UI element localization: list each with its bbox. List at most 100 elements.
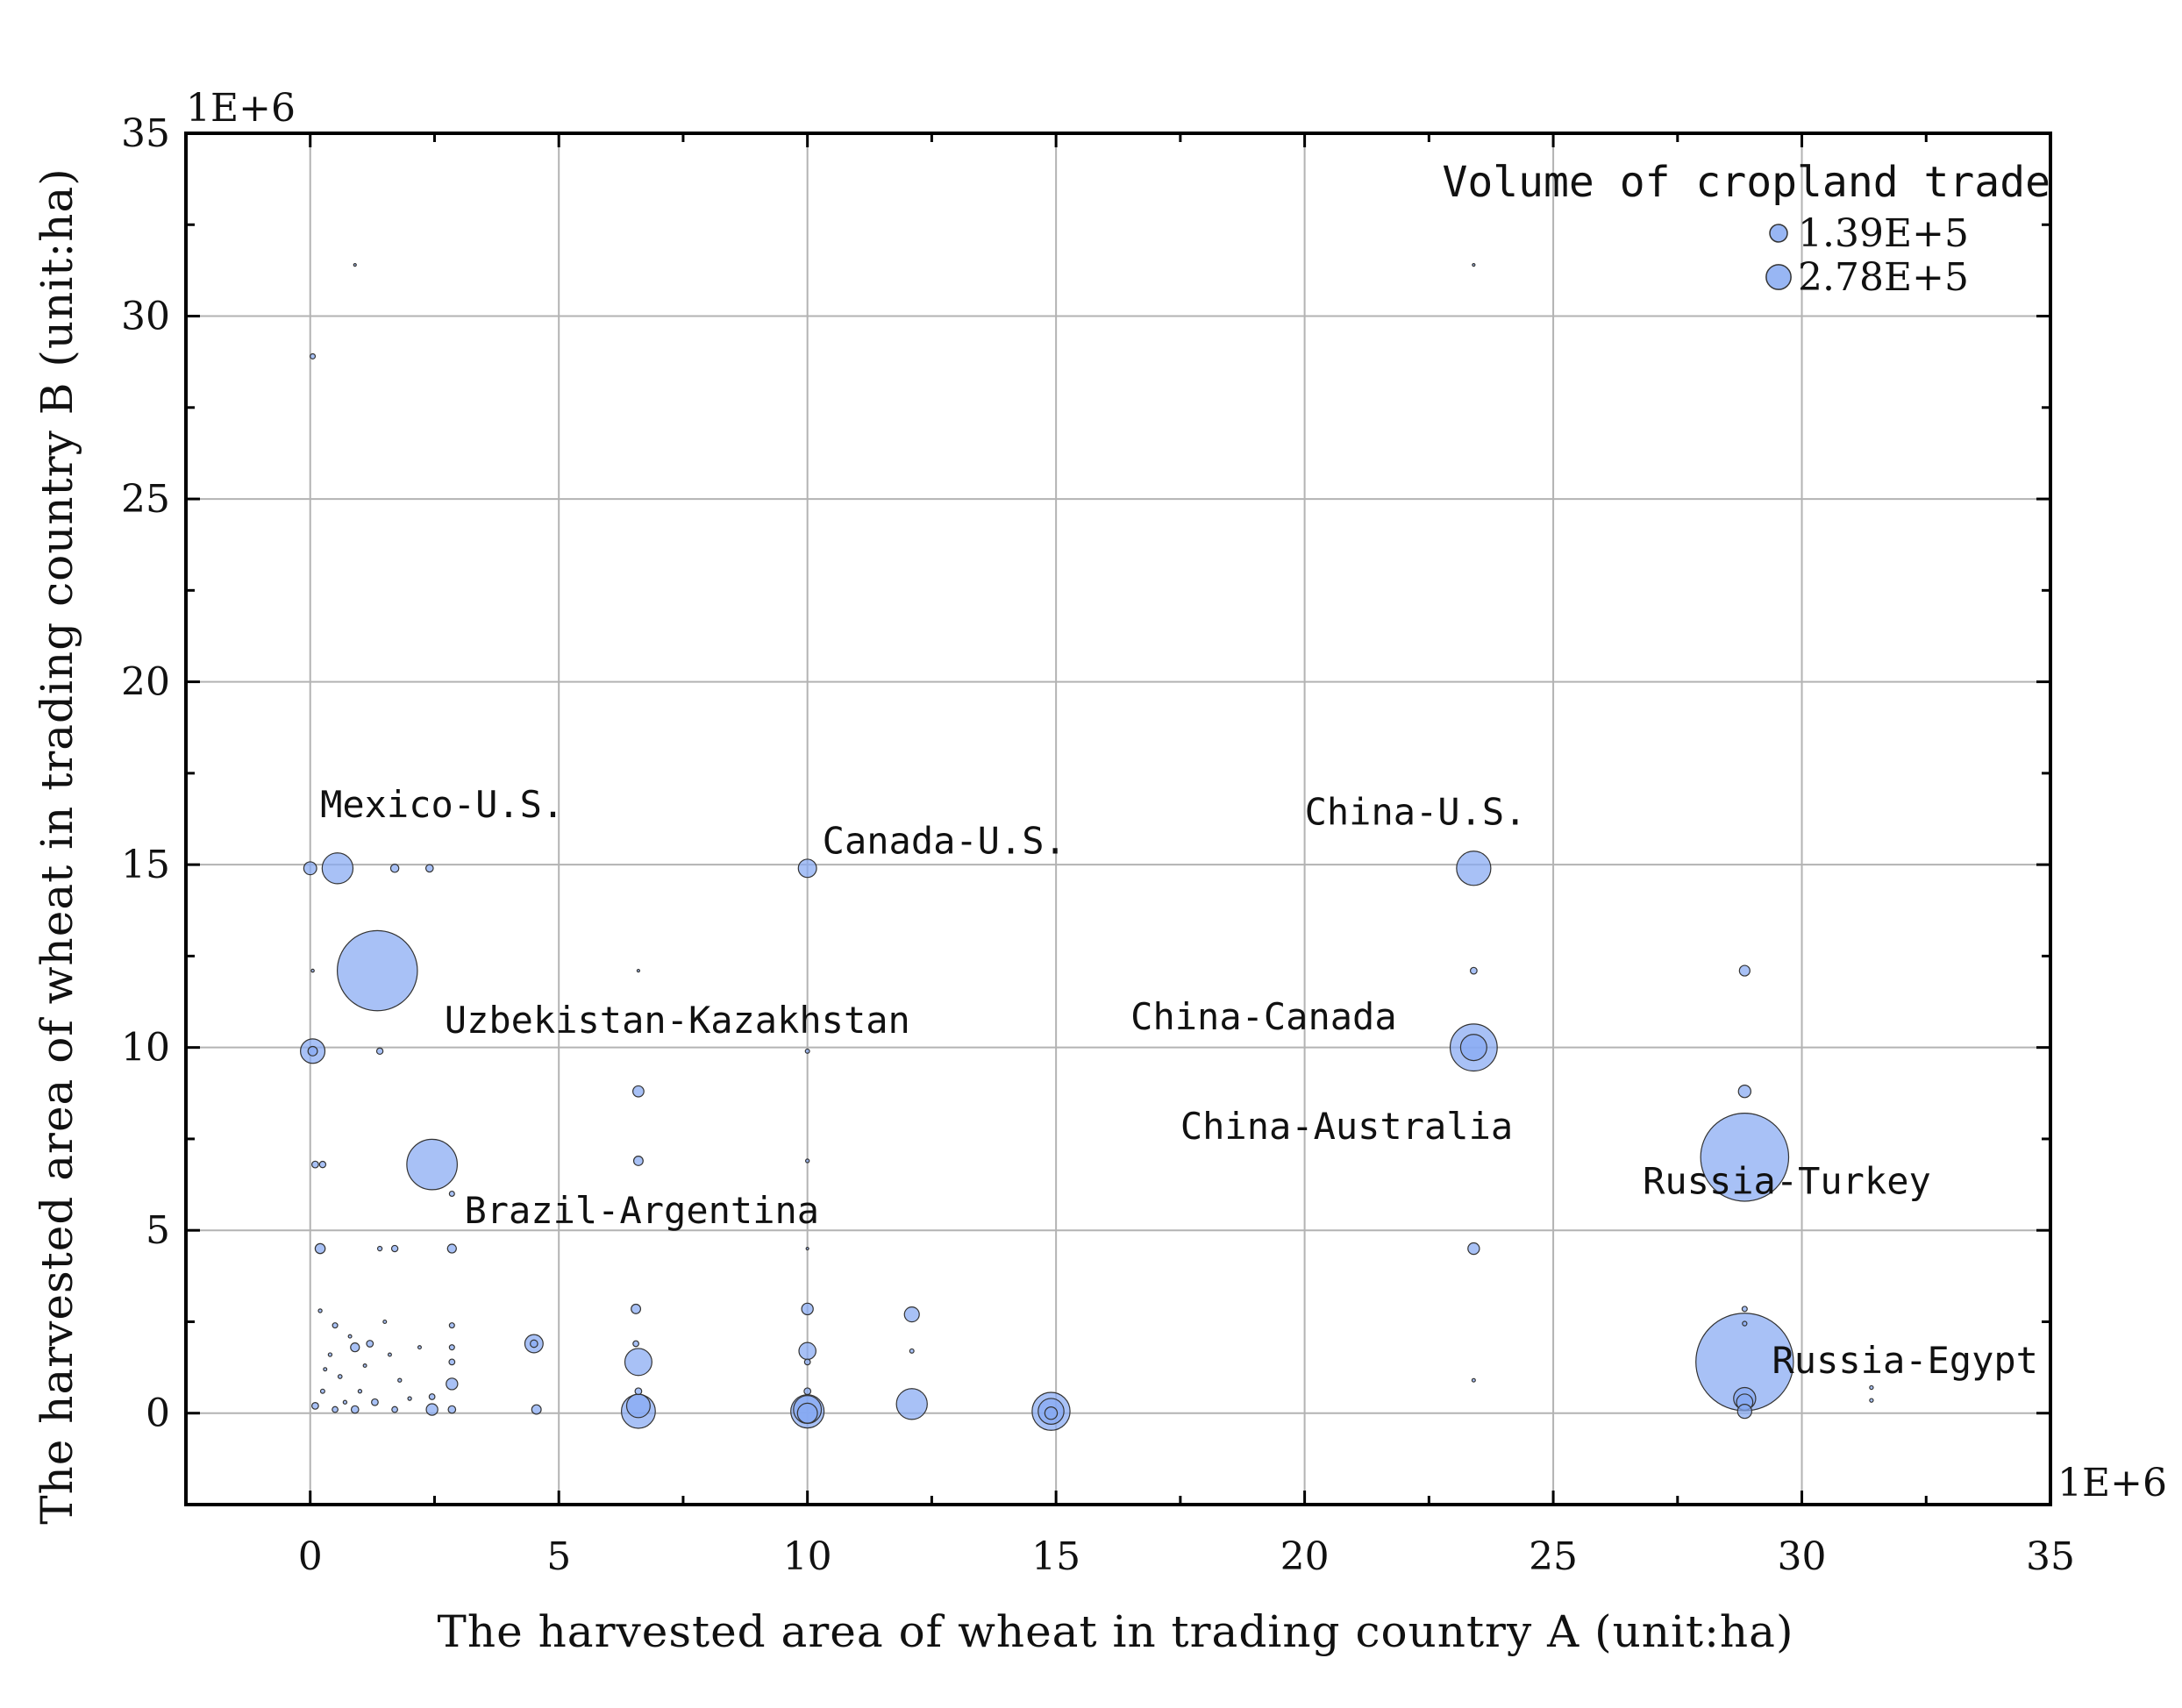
x-tick-label: 35 [2026, 1534, 2075, 1579]
bubble-point [332, 1406, 339, 1413]
bubble-point [303, 861, 317, 876]
x-tick-label: 0 [298, 1534, 323, 1579]
bubble-point [366, 1340, 374, 1348]
bubble-point [804, 1158, 810, 1164]
axis-ticks [184, 132, 2052, 1506]
gridlines [186, 132, 2051, 1505]
bubble-point [1044, 1406, 1059, 1420]
bubble-point [636, 968, 641, 973]
pair-label: Russia-Turkey [1643, 1159, 1931, 1202]
bubble-point [319, 1388, 325, 1394]
bubble-point [634, 1387, 643, 1396]
bubble-point [425, 1403, 439, 1416]
bubble-point [446, 1377, 459, 1391]
bubble-point [337, 1374, 343, 1379]
bubble-point [1471, 1377, 1476, 1383]
bubble-point [624, 1348, 652, 1377]
bubble-point [803, 1387, 812, 1396]
bubble-point [357, 1389, 363, 1394]
bubble-point [389, 864, 400, 873]
y-tick-label: 10 [121, 1026, 170, 1071]
bubble-point [632, 1085, 645, 1098]
bubble-point [375, 1047, 384, 1056]
bubble-point [909, 1348, 915, 1354]
bubble-point [407, 1396, 412, 1401]
bubble-point [632, 1155, 644, 1166]
x-tick-label: 25 [1529, 1534, 1578, 1579]
legend: Volume of cropland trade 1.39E+52.78E+5 [1442, 158, 2050, 300]
bubble-point [1467, 1242, 1480, 1256]
annotations: Mexico-U.S. Canada-U.S. China-U.S. Uzbekist… [320, 783, 2038, 1382]
pair-label: Uzbekistan-Kazakhstan [445, 999, 910, 1042]
bubble-point [336, 929, 418, 1012]
bubble-point [801, 1302, 814, 1316]
bubble-point [797, 858, 817, 879]
bubble-point [530, 1339, 538, 1349]
y-multiplier: 1E+6 [186, 86, 296, 131]
bubble-point [805, 1246, 809, 1251]
x-axis-title: The harvested area of wheat in trading c… [438, 1606, 1794, 1657]
y-tick-label: 25 [121, 477, 170, 522]
bubble-point [321, 852, 354, 885]
bubble-point [1737, 1085, 1752, 1099]
bubble-point [1456, 850, 1492, 886]
bubble-point [448, 1344, 455, 1351]
bubble-point [798, 1341, 816, 1361]
bubble-point [1469, 966, 1478, 975]
bubble-point [903, 1306, 920, 1323]
bubble-point [350, 1405, 360, 1414]
bubble-point [1472, 263, 1476, 267]
bubble-point [310, 352, 317, 359]
bubble-point [311, 1160, 319, 1169]
bubble-point [323, 1367, 328, 1372]
bubble-point [625, 1393, 651, 1419]
legend-title: Volume of cropland trade [1442, 158, 2050, 207]
bubble-point [1742, 1320, 1748, 1327]
pair-label: Canada-U.S. [823, 820, 1066, 863]
bubble-point [353, 263, 357, 267]
bubble-point [448, 1322, 455, 1329]
legend-label: 1.39E+5 [1798, 211, 1969, 256]
pair-label: Brazil-Argentina [464, 1189, 819, 1232]
bubble-point [406, 1138, 458, 1191]
bubble-point [1738, 964, 1751, 977]
y-tick-label: 5 [146, 1208, 170, 1253]
bubble-point [1869, 1398, 1874, 1403]
bubble-point [318, 1160, 327, 1169]
bubbles [300, 263, 1874, 1431]
bubble-point [314, 1242, 326, 1255]
bubble-point [1459, 1034, 1487, 1062]
bubble-point [350, 1342, 360, 1353]
bubble-point [804, 1048, 810, 1054]
bubble-point [1700, 1113, 1790, 1202]
bubble-point [391, 1406, 398, 1413]
bubble-point [317, 1308, 323, 1313]
bubble-point [632, 1340, 639, 1348]
x-tick-label: 10 [783, 1534, 832, 1579]
x-tick-label: 15 [1031, 1534, 1080, 1579]
bubble-point [428, 1393, 436, 1400]
bubble-point [397, 1377, 403, 1383]
x-multiplier: 1E+6 [2057, 1461, 2167, 1505]
bubble-point [424, 864, 434, 873]
pair-label: Mexico-U.S. [320, 783, 564, 826]
bubble-point [631, 1303, 642, 1314]
y-tick-label: 35 [121, 111, 170, 156]
y-tick-label: 15 [121, 843, 170, 887]
bubble-point [311, 1401, 319, 1410]
bubble-point [531, 1404, 542, 1415]
bubble-point [390, 1244, 399, 1253]
pair-label: China-Canada [1130, 995, 1396, 1038]
y-tick-label: 20 [121, 660, 170, 705]
legend-label: 2.78E+5 [1798, 255, 1969, 300]
tick-labels: 0 5 10 15 20 25 30 35 0 5 10 15 20 25 30 35 [121, 111, 2075, 1579]
bubble-point [448, 1190, 455, 1198]
bubble-point [382, 1319, 388, 1324]
plot-frame [184, 132, 2052, 1506]
bubble-point [332, 1322, 339, 1329]
pair-label: Russia-Egypt [1772, 1339, 2038, 1382]
bubble-point [446, 1243, 457, 1254]
bubble-point [447, 1405, 457, 1414]
bubble-point [1741, 1306, 1748, 1313]
